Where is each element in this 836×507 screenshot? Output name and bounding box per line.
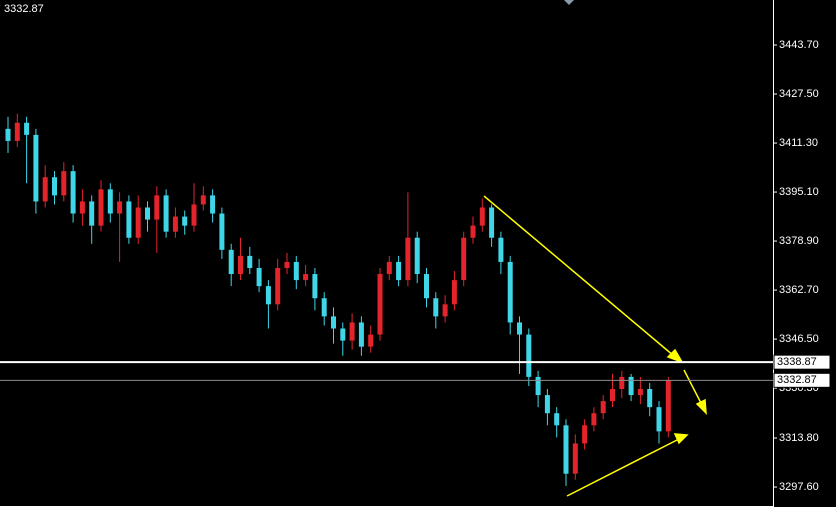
candle-body: [5, 128, 11, 141]
candle-body: [637, 389, 643, 396]
candle-body: [42, 177, 48, 202]
y-tick-label: 3443.70: [779, 39, 819, 51]
price-label: 3338.87: [777, 356, 817, 368]
candle-body: [424, 274, 429, 299]
candle-body: [368, 334, 374, 347]
y-tick-label: 3395.10: [779, 186, 819, 198]
arrow: [683, 369, 703, 406]
candle-body: [256, 267, 262, 287]
candle-body: [219, 213, 225, 250]
candle-body: [303, 274, 309, 281]
y-tick-label: 3411.30: [779, 137, 818, 149]
candle-body: [451, 280, 457, 305]
candle-body: [396, 261, 402, 281]
candle-body: [154, 195, 160, 220]
candle-body: [572, 443, 578, 474]
candle-body: [479, 207, 485, 226]
trend-arrows: [483, 195, 707, 497]
candle-body: [247, 255, 253, 268]
candle-body: [358, 322, 364, 347]
candle-body: [591, 413, 597, 426]
candle-body: [340, 328, 346, 341]
y-tick-label: 3427.50: [779, 88, 819, 100]
candle-body: [321, 298, 327, 317]
candle-body: [145, 207, 150, 220]
candle-body: [386, 261, 392, 275]
candle-body: [98, 189, 104, 226]
candle-body: [14, 122, 20, 141]
candle-body: [312, 274, 318, 299]
price-label-box: [773, 354, 831, 370]
candle-body: [126, 201, 132, 238]
candle-body: [656, 407, 662, 432]
arrow: [566, 438, 680, 497]
candle-body: [526, 334, 532, 377]
candle-body: [544, 395, 550, 414]
arrow-head: [666, 348, 684, 364]
arrow-head: [695, 398, 707, 415]
candle-body: [554, 413, 560, 426]
candle-body: [33, 134, 39, 202]
candle-body: [470, 225, 476, 238]
candle-body: [405, 237, 411, 281]
candle-body: [582, 425, 588, 444]
current-price: 3332.87: [4, 3, 44, 15]
candle-body: [24, 122, 30, 135]
candle-body: [535, 376, 541, 396]
arrow: [483, 195, 675, 357]
y-tick-label: 3346.50: [779, 333, 819, 345]
candle-body: [210, 195, 216, 214]
candle-body: [191, 204, 197, 226]
candle-body: [461, 237, 467, 281]
candle-body: [293, 261, 299, 281]
y-tick-label: 3362.70: [779, 284, 819, 296]
y-tick-label: 3313.80: [779, 432, 819, 444]
candle-body: [600, 401, 606, 414]
candle-body: [89, 201, 95, 226]
candle-body: [517, 322, 522, 335]
candle-body: [489, 207, 495, 238]
price-label: 3332.87: [777, 374, 817, 386]
candle-body: [265, 286, 271, 305]
candle-body: [172, 216, 178, 232]
candle-body: [70, 171, 76, 214]
marker: [564, 0, 574, 5]
candle-body: [442, 304, 448, 317]
candle-body: [665, 380, 671, 432]
candle-body: [238, 255, 243, 275]
candle-body: [107, 189, 113, 214]
candle-body: [647, 389, 653, 408]
candle-body: [414, 237, 420, 275]
candle-body: [61, 171, 67, 196]
price-label-box: [773, 372, 831, 388]
candle-body: [433, 298, 439, 317]
arrow-head: [673, 433, 689, 445]
y-tick-label: 3378.90: [779, 235, 819, 247]
candle-body: [619, 376, 625, 390]
candle-body: [182, 216, 188, 226]
candle-body: [52, 177, 57, 196]
candle-body: [498, 237, 504, 262]
candle-body: [331, 316, 336, 329]
candle-body: [117, 201, 123, 214]
candle-body: [284, 261, 290, 268]
candle-body: [349, 322, 355, 341]
candle-body: [79, 201, 85, 214]
candle-body: [275, 267, 281, 305]
y-tick-label: 3297.60: [779, 481, 819, 493]
candle-body: [507, 261, 513, 323]
candle-body: [135, 207, 141, 238]
candle-body: [200, 195, 206, 205]
candle-body: [163, 195, 169, 232]
plot: [5, 113, 671, 486]
candle-body: [377, 274, 383, 335]
candle-body: [628, 376, 634, 396]
candle-body: [228, 249, 234, 275]
candle-body: [610, 389, 615, 402]
candle-body: [563, 425, 569, 474]
